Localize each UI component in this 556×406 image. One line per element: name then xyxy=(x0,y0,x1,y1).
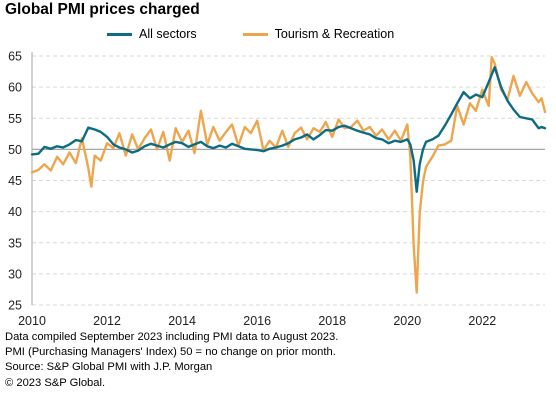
chart-title: Global PMI prices charged xyxy=(5,1,200,18)
x-tick-label-2016: 2016 xyxy=(243,314,271,328)
y-tick-label-25: 25 xyxy=(8,299,22,313)
chart-legend: All sectors Tourism & Recreation xyxy=(107,24,440,44)
footnotes: Data compiled September 2023 including P… xyxy=(5,330,338,391)
footnote-pmi-definition: PMI (Purchasing Managers' Index) 50 = no… xyxy=(5,346,336,359)
x-tick-label-2018: 2018 xyxy=(318,314,346,328)
line-chart: 25 30 35 40 45 50 55 60 65 2010 2012 2014 2016 2018 20… xyxy=(8,50,547,328)
legend-swatch-tourism xyxy=(242,32,268,36)
y-tick-label-65: 65 xyxy=(8,50,22,64)
y-tick-label-40: 40 xyxy=(8,205,22,219)
legend-swatch-all-sectors xyxy=(107,32,132,36)
y-tick-label-35: 35 xyxy=(8,236,22,250)
y-tick-label-30: 30 xyxy=(8,267,22,281)
series-line-all-sectors xyxy=(30,66,547,193)
x-tick-label-2014: 2014 xyxy=(168,314,196,328)
y-tick-label-50: 50 xyxy=(8,143,22,157)
footnote-copyright: © 2023 S&P Global. xyxy=(5,376,106,389)
footnote-data-compiled: Data compiled September 2023 including P… xyxy=(5,331,339,343)
footnote-source: Source: S&P Global PMI with J.P. Morgan xyxy=(5,361,213,374)
y-tick-label-45: 45 xyxy=(8,174,22,188)
y-tick-label-55: 55 xyxy=(8,112,22,126)
series-line-tourism-recreation xyxy=(30,56,547,294)
x-tick-label-2020: 2020 xyxy=(393,314,421,328)
x-tick-label-2010: 2010 xyxy=(18,314,46,328)
legend-label-tourism: Tourism & Recreation xyxy=(274,27,395,41)
legend-item-tourism: Tourism & Recreation xyxy=(242,27,395,41)
legend-item-all-sectors: All sectors xyxy=(107,27,197,41)
y-tick-label-60: 60 xyxy=(8,81,22,95)
x-tick-label-2022: 2022 xyxy=(468,314,496,328)
legend-label-all-sectors: All sectors xyxy=(139,27,197,41)
x-tick-label-2012: 2012 xyxy=(93,314,121,328)
